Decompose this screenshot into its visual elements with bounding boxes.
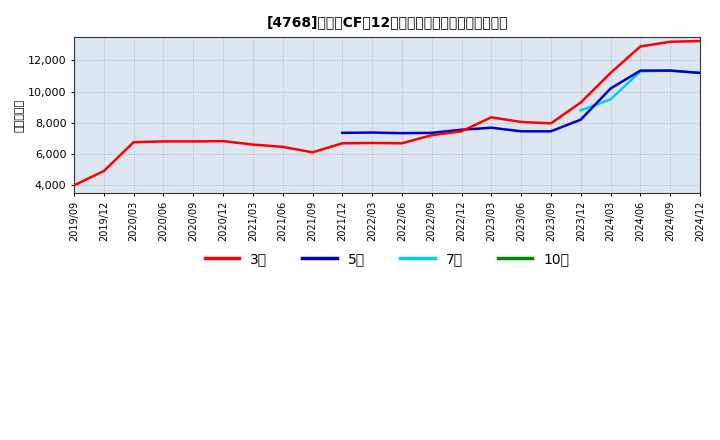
- 3年: [189, 139, 197, 144]
- 3年: [248, 142, 257, 147]
- Legend: 3年, 5年, 7年, 10年: 3年, 5年, 7年, 10年: [199, 246, 575, 271]
- Line: 3年: 3年: [74, 41, 700, 185]
- Line: 7年: 7年: [581, 70, 700, 110]
- 3年: [159, 139, 168, 144]
- 5年: [696, 70, 704, 76]
- 3年: [636, 44, 644, 49]
- 3年: [397, 141, 406, 146]
- 5年: [397, 131, 406, 136]
- 5年: [487, 125, 495, 130]
- 3年: [517, 119, 526, 125]
- 7年: [606, 97, 615, 102]
- 3年: [338, 141, 346, 146]
- Y-axis label: （百万円）: （百万円）: [15, 99, 25, 132]
- Title: [4768]　営業CFの12か月移動合計の標準偏差の推移: [4768] 営業CFの12か月移動合計の標準偏差の推移: [266, 15, 508, 29]
- 7年: [666, 68, 675, 73]
- 7年: [577, 108, 585, 113]
- 3年: [70, 183, 78, 188]
- 5年: [338, 130, 346, 136]
- 3年: [487, 115, 495, 120]
- 5年: [368, 130, 377, 135]
- 3年: [457, 128, 466, 134]
- 5年: [457, 127, 466, 132]
- 5年: [636, 68, 644, 73]
- 3年: [130, 139, 138, 145]
- 3年: [546, 121, 555, 126]
- 7年: [636, 69, 644, 74]
- 3年: [279, 144, 287, 150]
- 3年: [666, 39, 675, 44]
- 3年: [219, 139, 228, 144]
- 3年: [99, 169, 108, 174]
- 3年: [606, 70, 615, 76]
- Line: 5年: 5年: [342, 70, 700, 133]
- 3年: [368, 140, 377, 146]
- 5年: [428, 130, 436, 136]
- 5年: [546, 128, 555, 134]
- 7年: [696, 70, 704, 76]
- 5年: [666, 68, 675, 73]
- 3年: [428, 132, 436, 138]
- 3年: [696, 38, 704, 44]
- 5年: [577, 117, 585, 122]
- 5年: [517, 128, 526, 134]
- 3年: [308, 150, 317, 155]
- 3年: [577, 100, 585, 105]
- 5年: [606, 86, 615, 91]
